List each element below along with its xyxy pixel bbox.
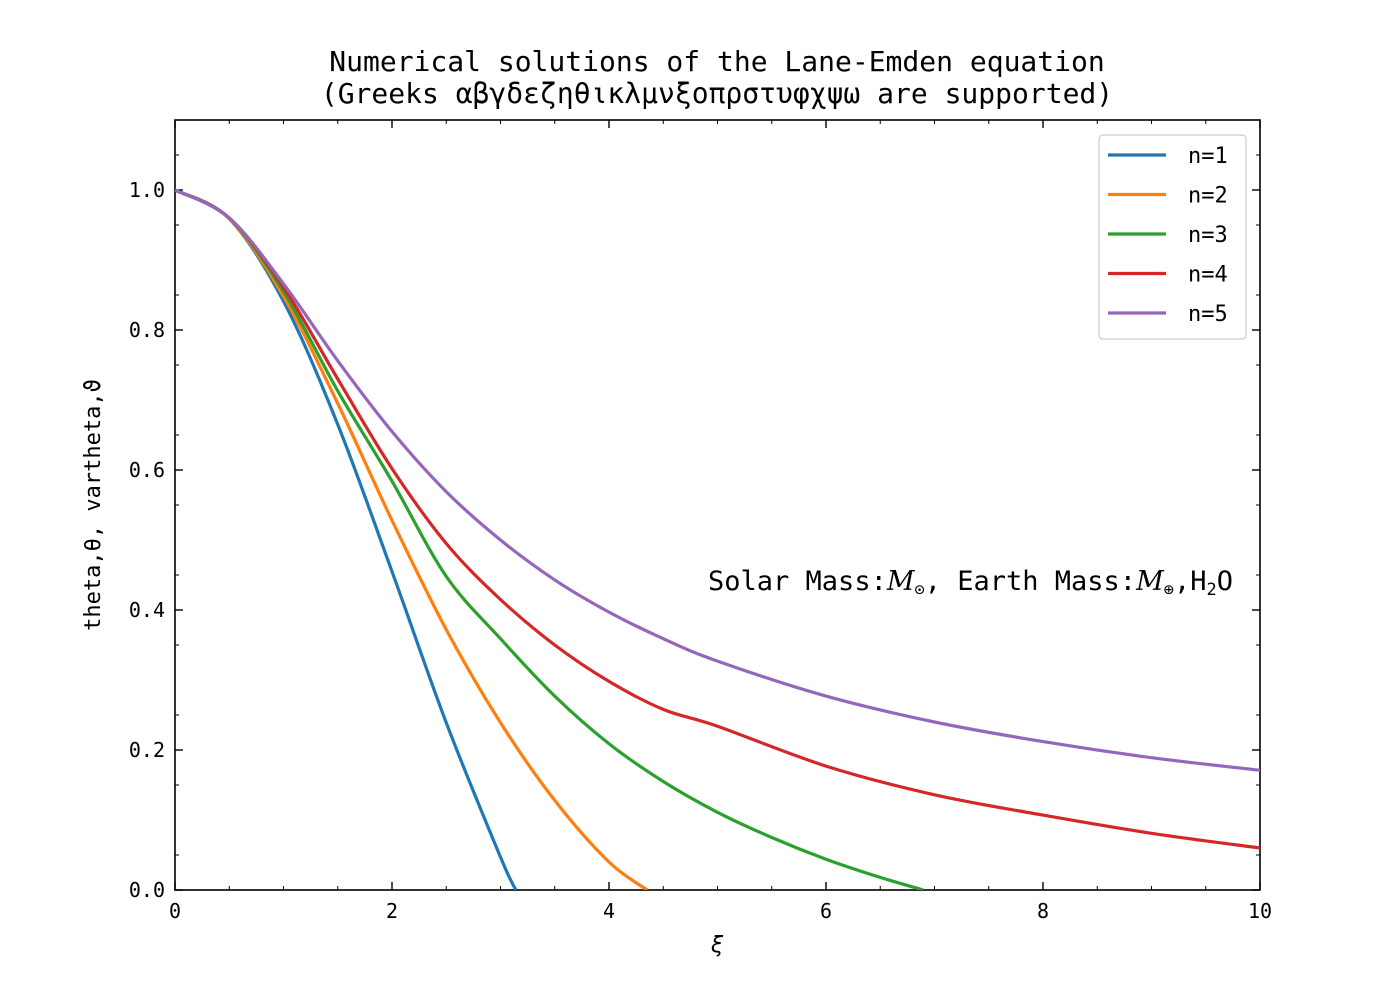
earth-mass-symbol: M: [1135, 566, 1165, 597]
x-tick-label: 0: [169, 899, 181, 923]
y-tick-label: 0.6: [129, 458, 165, 482]
plot-frame: [174, 119, 1261, 891]
series-line-4: [175, 188, 1260, 850]
annotation-suffix-a: ,H: [1174, 566, 1207, 597]
y-axis-label: theta,θ, vartheta,ϑ: [81, 379, 106, 631]
x-axis-label: ξ: [710, 933, 723, 958]
x-tick-label: 6: [820, 899, 832, 923]
legend-label-2: n=2: [1188, 184, 1228, 209]
annotation-suffix-b: O: [1217, 566, 1233, 597]
annotation-text: Solar Mass:M⊙, Earth Mass:M⊕,H2O: [708, 566, 1233, 600]
chart-subtitle: (Greeks αβγδεζηθικλμνξοπρστυφχψω are sup…: [321, 77, 1113, 110]
sun-mass-symbol: M: [886, 566, 916, 597]
chart-title: Numerical solutions of the Lane-Emden eq…: [329, 45, 1104, 78]
series-line-3: [175, 188, 924, 890]
earth-subscript: ⊕: [1164, 580, 1174, 600]
water-subscript: 2: [1206, 580, 1216, 600]
x-tick-label: 4: [603, 899, 615, 923]
series-line-2: [175, 188, 649, 890]
legend-label-1: n=1: [1188, 144, 1228, 169]
y-tick-label: 0.4: [129, 598, 165, 622]
x-tick-label: 10: [1248, 899, 1272, 923]
legend-label-5: n=5: [1188, 302, 1228, 327]
y-tick-label: 0.8: [129, 318, 165, 342]
x-tick-label: 8: [1037, 899, 1049, 923]
sun-subscript: ⊙: [914, 580, 924, 600]
legend: n=1 n=2 n=3 n=4 n=5: [1098, 134, 1247, 340]
y-tick-label: 0.2: [129, 738, 165, 762]
legend-label-3: n=3: [1188, 223, 1228, 248]
axis-ticks: 0 2 4 6 8 10 0.0 0.2 0.4 0.6 0.8 1.0: [129, 120, 1272, 923]
legend-box: [1098, 134, 1247, 340]
annotation-prefix: Solar Mass:: [708, 566, 887, 597]
series-line-5: [175, 188, 1260, 772]
y-tick-label: 1.0: [129, 178, 165, 202]
x-tick-label: 2: [386, 899, 398, 923]
legend-label-4: n=4: [1188, 263, 1228, 288]
annotation-middle: , Earth Mass:: [925, 566, 1136, 597]
series-lines: [175, 188, 1260, 890]
y-tick-label: 0.0: [129, 878, 165, 902]
series-line-1: [175, 188, 518, 890]
